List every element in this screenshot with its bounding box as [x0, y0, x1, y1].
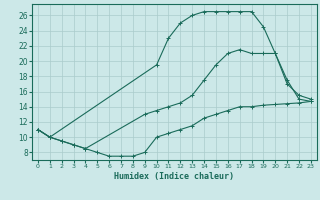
- X-axis label: Humidex (Indice chaleur): Humidex (Indice chaleur): [115, 172, 234, 181]
